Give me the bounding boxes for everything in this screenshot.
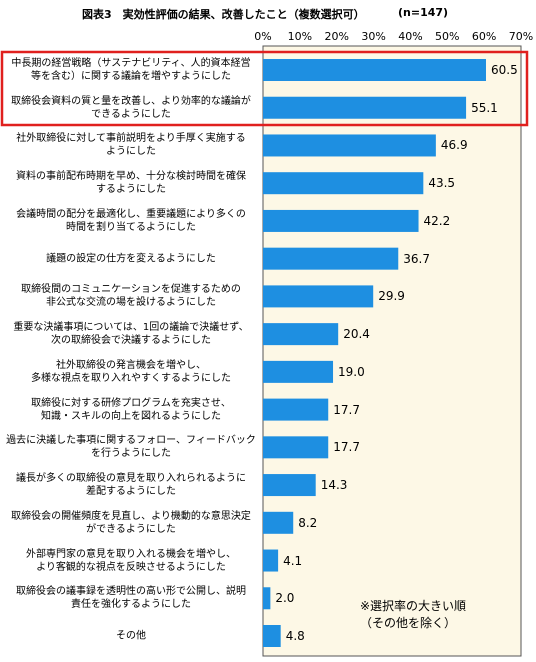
bar xyxy=(263,511,294,534)
bar xyxy=(263,360,334,383)
value-label: 42.2 xyxy=(423,213,451,228)
chart-title: 図表3 実効性評価の結果、改善したこと（複数選択可） xyxy=(82,8,365,21)
y-tick-label: 重要な決議事項については、1回の議論で決議せず、 次の取締役会で決議するようにし… xyxy=(13,322,249,347)
y-tick-label: その他 xyxy=(116,630,146,642)
value-label: 46.9 xyxy=(440,138,468,153)
bar xyxy=(263,587,271,610)
bar xyxy=(263,134,436,157)
bar xyxy=(263,436,329,459)
bar xyxy=(263,323,339,346)
value-label: 29.9 xyxy=(378,289,405,304)
bar xyxy=(263,172,424,195)
value-label: 4.8 xyxy=(285,629,305,643)
bar xyxy=(263,398,329,421)
y-tick-label: 議題の設定の仕方を変えるようにした xyxy=(46,253,216,265)
value-label: 20.4 xyxy=(343,327,370,342)
bar xyxy=(263,549,279,572)
y-tick-label: 外部専門家の意見を取り入れる機会を増やし、 より客観的な視点を反映させるようにし… xyxy=(26,548,236,573)
value-label: 60.5 xyxy=(490,63,518,77)
y-tick-label: 過去に決議した事項に関するフォロー、フィードバック を行うようにした xyxy=(6,435,256,460)
bar xyxy=(263,96,467,119)
bar xyxy=(263,59,486,81)
value-label: 17.7 xyxy=(333,440,360,455)
y-tick-label: 資料の事前配布時期を早め、十分な検討時間を確保 するようにした xyxy=(16,171,246,196)
y-tick-label: 取締役会資料の質と量を改善し、より効率的な議論が できるようにした xyxy=(11,95,251,120)
bar xyxy=(263,625,281,647)
bar xyxy=(263,209,419,232)
y-tick-label: 取締役間のコミュニケーションを促進するための 非公式な交流の場を設けるようにした xyxy=(21,284,241,309)
annotation: ※選択率の大きい順 （その他を除く） xyxy=(360,599,467,630)
x-tick-label: 50% xyxy=(435,30,460,43)
value-label: 2.0 xyxy=(275,591,295,606)
value-label: 55.1 xyxy=(471,100,498,115)
y-tick-label: 取締役に対する研修プログラムを充実させ、 知識・スキルの向上を図れるようにした xyxy=(31,397,231,422)
value-label: 17.7 xyxy=(333,402,360,417)
bar xyxy=(263,247,399,270)
x-tick-label: 60% xyxy=(471,30,497,43)
value-label: 43.5 xyxy=(428,176,456,191)
value-label: 8.2 xyxy=(298,515,318,530)
y-tick-label: 社外取締役の発言機会を増やし、 多様な視点を取り入れやすくするようにした xyxy=(31,359,231,384)
x-tick-label: 10% xyxy=(287,30,313,43)
bar xyxy=(263,285,374,308)
value-label: 4.1 xyxy=(283,553,303,568)
y-tick-label: 取締役会の開催頻度を見直し、より機動的な意思決定 ができるようにした xyxy=(11,510,251,535)
value-label: 14.3 xyxy=(320,478,348,493)
bar xyxy=(263,474,316,497)
y-tick-label: 中長期の経営戦略（サステナビリティ、人的資本経営 等を含む）に関する議論を増やす… xyxy=(11,58,251,82)
y-tick-label: 社外取締役に対して事前説明をより手厚く実施する ようにした xyxy=(16,133,246,158)
x-tick-label: 40% xyxy=(398,30,423,43)
value-label: 19.0 xyxy=(338,364,365,379)
highlight-box xyxy=(0,50,529,127)
chart-subtitle: (n=147) xyxy=(398,6,449,19)
x-tick-label: 20% xyxy=(324,30,349,43)
x-tick-label: 30% xyxy=(361,30,386,43)
value-label: 36.7 xyxy=(403,251,430,266)
y-tick-label: 会議時間の配分を最適化し、重要議題により多くの 時間を割り当てるようにした xyxy=(16,208,246,233)
y-tick-label: 議長が多くの取締役の意見を取り入れられるように 差配するようにした xyxy=(16,473,246,498)
x-tick-label: 0% xyxy=(254,30,272,43)
x-tick-label: 70% xyxy=(508,30,534,43)
y-tick-label: 取締役会の議事録を透明性の高い形で公開し、説明 責任を強化するようにした xyxy=(16,586,246,611)
